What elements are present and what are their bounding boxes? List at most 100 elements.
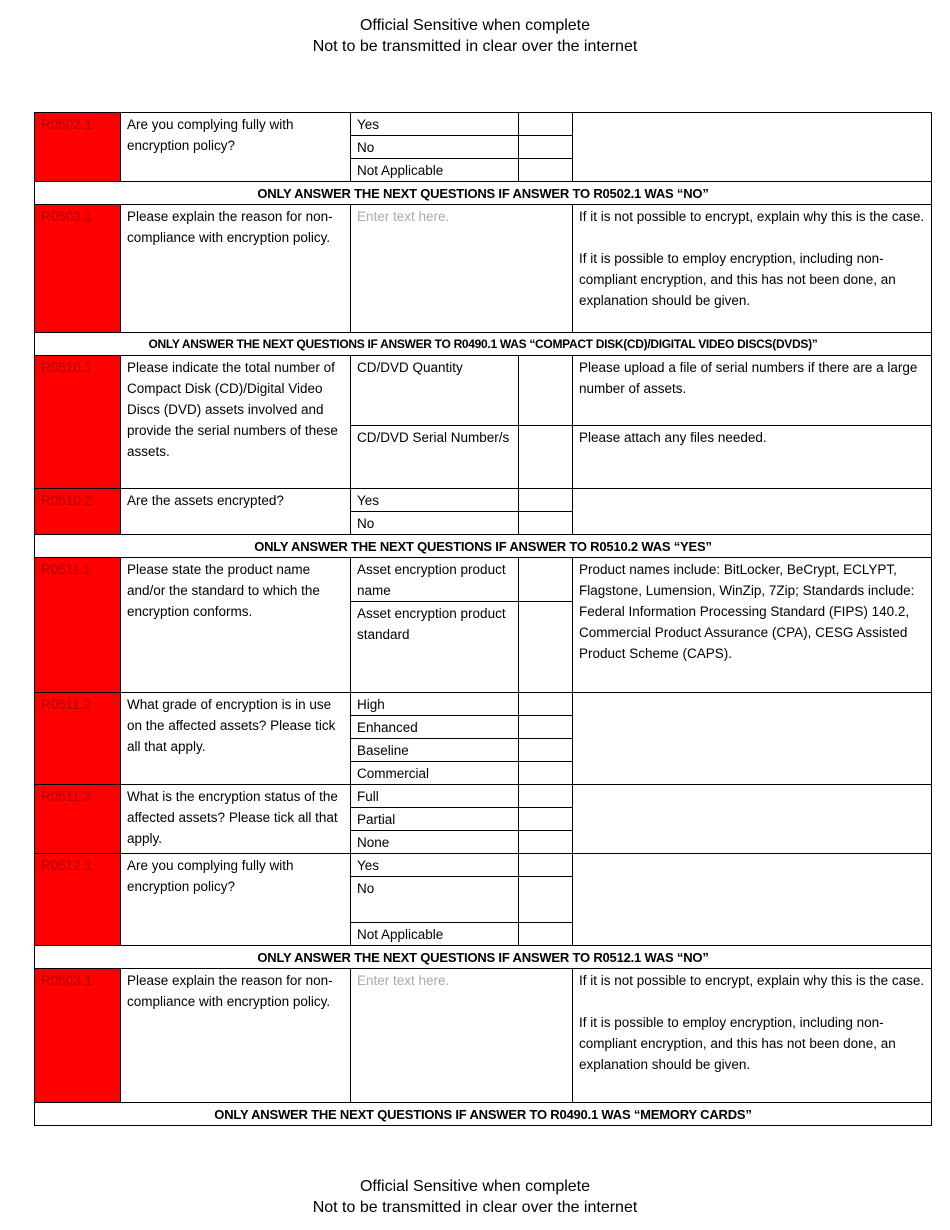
question-row: R0503.1 Please explain the reason for non… [34, 204, 932, 333]
footer-line-2: Not to be transmitted in clear over the … [312, 1199, 638, 1216]
question-row: R0511.3 What is the encryption status of … [34, 784, 932, 854]
question-id: R0502.1 [34, 112, 121, 182]
answer-option-field[interactable] [518, 853, 573, 877]
answer-option-label: Asset encryption product standard [350, 601, 519, 693]
answer-option-field[interactable] [518, 601, 573, 693]
answer-option-label: No [350, 876, 519, 923]
question-row: R0510.1 Please indicate the total number … [34, 355, 932, 489]
question-id: R0510.1 [34, 355, 121, 489]
condition-banner-row: ONLY ANSWER THE NEXT QUESTIONS IF ANSWER… [34, 181, 932, 205]
question-row: Asset encryption product standard [35, 601, 932, 693]
condition-banner: ONLY ANSWER THE NEXT QUESTIONS IF ANSWER… [34, 534, 932, 558]
question-row: R0510.2 Are the assets encrypted? Yes [34, 488, 932, 535]
question-id: R0503.1 [34, 204, 121, 333]
condition-banner-row: ONLY ANSWER THE NEXT QUESTIONS IF ANSWER… [34, 1102, 932, 1126]
question-id: R0510.2 [34, 488, 121, 535]
answer-option-field[interactable] [518, 876, 573, 923]
page-footer: Official Sensitive when complete Not to … [0, 1176, 950, 1218]
answer-text-input[interactable]: Enter text here. [350, 204, 573, 333]
question-row: Enhanced [35, 715, 932, 739]
question-text: Are the assets encrypted? [120, 488, 351, 535]
answer-option-field[interactable] [518, 488, 573, 512]
answer-option-field[interactable] [518, 135, 573, 159]
answer-option-field[interactable] [518, 425, 573, 489]
guidance-text [572, 784, 932, 854]
question-row: R0502.1 Are you complying fully with encr… [34, 112, 932, 182]
guidance-text: Please attach any files needed. [572, 425, 932, 489]
guidance-text [572, 692, 932, 785]
answer-option-field[interactable] [518, 784, 573, 808]
question-text: Please explain the reason for non-compli… [120, 204, 351, 333]
answer-option-field[interactable] [518, 158, 573, 182]
answer-option-field[interactable] [518, 715, 573, 739]
header-line-2: Not to be transmitted in clear over the … [312, 38, 638, 55]
answer-option-field[interactable] [518, 112, 573, 136]
guidance-text [572, 488, 932, 535]
answer-option-field[interactable] [518, 761, 573, 785]
question-row: Not Applicable [35, 922, 932, 946]
question-row: R0511.1 Please state the product name and… [34, 557, 932, 693]
answer-option-field[interactable] [518, 807, 573, 831]
question-text: Please state the product name and/or the… [120, 557, 351, 693]
condition-banner: ONLY ANSWER THE NEXT QUESTIONS IF ANSWER… [34, 181, 932, 205]
question-text: What grade of encryption is in use on th… [120, 692, 351, 785]
guidance-text: Please upload a file of serial numbers i… [572, 355, 932, 426]
question-id: R0503.1 [34, 968, 121, 1103]
answer-option-label: No [350, 135, 519, 159]
answer-option-label: CD/DVD Serial Number/s [350, 425, 519, 489]
condition-banner: ONLY ANSWER THE NEXT QUESTIONS IF ANSWER… [34, 332, 932, 356]
question-row: R0503.1 Please explain the reason for non… [34, 968, 932, 1103]
answer-option-label: Partial [350, 807, 519, 831]
guidance-text: If it is not possible to encrypt, explai… [572, 204, 932, 333]
question-text: Please indicate the total number of Comp… [120, 355, 351, 489]
answer-option-field[interactable] [518, 692, 573, 716]
condition-banner: ONLY ANSWER THE NEXT QUESTIONS IF ANSWER… [34, 945, 932, 969]
questionnaire-table: R0502.1 Are you complying fully with encr… [34, 112, 932, 1126]
answer-option-label: Yes [350, 112, 519, 136]
page-header: Official Sensitive when complete Not to … [0, 15, 950, 57]
answer-option-field[interactable] [518, 830, 573, 854]
answer-option-label: Full [350, 784, 519, 808]
guidance-text: If it is not possible to encrypt, explai… [572, 968, 932, 1103]
guidance-text: Product names include: BitLocker, BeCryp… [572, 557, 932, 693]
answer-option-label: Baseline [350, 738, 519, 762]
answer-option-label: CD/DVD Quantity [350, 355, 519, 426]
question-row: No [35, 876, 932, 923]
condition-banner: ONLY ANSWER THE NEXT QUESTIONS IF ANSWER… [34, 1102, 932, 1126]
question-text: What is the encryption status of the aff… [120, 784, 351, 854]
question-row: R0512.1 Are you complying fully with encr… [34, 853, 932, 946]
answer-option-label: Yes [350, 488, 519, 512]
condition-banner-row: ONLY ANSWER THE NEXT QUESTIONS IF ANSWER… [34, 332, 932, 356]
question-text: Are you complying fully with encryption … [120, 112, 351, 182]
question-text: Please explain the reason for non-compli… [120, 968, 351, 1103]
answer-text-input[interactable]: Enter text here. [350, 968, 573, 1103]
header-line-1: Official Sensitive when complete [359, 17, 591, 34]
answer-option-label: Yes [350, 853, 519, 877]
answer-option-label: Not Applicable [350, 158, 519, 182]
answer-option-label: Enhanced [350, 715, 519, 739]
answer-option-label: None [350, 830, 519, 854]
answer-option-label: Not Applicable [350, 922, 519, 946]
answer-option-label: Commercial [350, 761, 519, 785]
answer-option-label: No [350, 511, 519, 535]
answer-option-field[interactable] [518, 738, 573, 762]
guidance-text [572, 853, 932, 946]
question-row: No [35, 135, 932, 159]
answer-option-label: Asset encryption product name [350, 557, 519, 602]
answer-option-field[interactable] [518, 557, 573, 602]
answer-option-label: High [350, 692, 519, 716]
question-id: R0512.1 [34, 853, 121, 946]
question-id: R0511.3 [34, 784, 121, 854]
answer-option-field[interactable] [518, 511, 573, 535]
footer-line-1: Official Sensitive when complete [359, 1178, 591, 1195]
question-id: R0511.1 [34, 557, 121, 693]
answer-option-field[interactable] [518, 355, 573, 426]
question-text: Are you complying fully with encryption … [120, 853, 351, 946]
guidance-text [572, 112, 932, 182]
question-row: CD/DVD Serial Number/s Please attach any … [35, 425, 932, 489]
condition-banner-row: ONLY ANSWER THE NEXT QUESTIONS IF ANSWER… [34, 945, 932, 969]
condition-banner-row: ONLY ANSWER THE NEXT QUESTIONS IF ANSWER… [34, 534, 932, 558]
question-row: R0511.2 What grade of encryption is in us… [34, 692, 932, 785]
question-id: R0511.2 [34, 692, 121, 785]
answer-option-field[interactable] [518, 922, 573, 946]
